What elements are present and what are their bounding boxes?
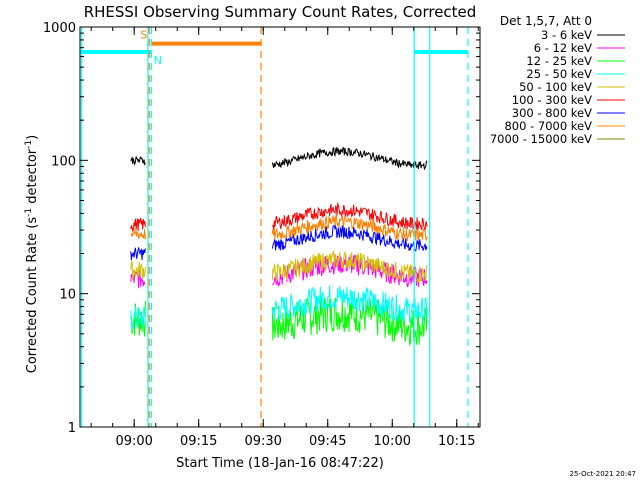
series-line-4-seg0 — [130, 259, 146, 280]
flag-layer: SN — [80, 29, 468, 67]
legend-label-5: 100 - 300 keV — [512, 93, 592, 107]
series-line-0-seg1 — [271, 146, 428, 171]
legend-header: Det 1,5,7, Att 0 — [500, 14, 592, 28]
series-line-3-seg0 — [130, 306, 146, 330]
legend-label-7: 800 - 7000 keV — [504, 119, 592, 133]
legend-label-1: 6 - 12 keV — [534, 41, 592, 55]
flag-label: N — [154, 54, 162, 67]
legend-label-6: 300 - 800 keV — [512, 106, 592, 120]
y-axis-label: Corrected Count Rate (s-1 detector-1) — [24, 135, 40, 373]
series-line-7-seg1 — [271, 214, 428, 242]
y-label-sup1: -1 — [24, 208, 34, 217]
series-line-6-seg1 — [271, 224, 428, 252]
y-tick-label: 1 — [68, 421, 76, 436]
y-label-sup2: -1 — [24, 140, 34, 149]
series-line-6-seg0 — [130, 247, 146, 261]
y-tick-label: 1000 — [43, 21, 76, 36]
x-tick-label: 09:00 — [115, 434, 152, 449]
x-tick-label: 09:15 — [180, 434, 217, 449]
y-label-part1: Corrected Count Rate (s — [25, 217, 40, 374]
x-tick-label: 09:45 — [309, 434, 346, 449]
legend-label-4: 50 - 100 keV — [519, 80, 592, 94]
x-tick-label: 10:00 — [374, 434, 411, 449]
x-tick-label: 09:30 — [244, 434, 281, 449]
series-line-3-seg1 — [271, 285, 428, 324]
y-tick-label: 100 — [51, 154, 76, 169]
legend-label-0: 3 - 6 keV — [541, 28, 592, 42]
chart-title: RHESSI Observing Summary Count Rates, Co… — [84, 3, 477, 21]
series-line-5-seg0 — [130, 218, 146, 233]
y-tick-label: 10 — [59, 288, 76, 303]
flag-label: S — [140, 29, 147, 42]
y-label-part3: ) — [25, 135, 40, 140]
series-line-0-seg0 — [130, 155, 146, 166]
y-label-part2: detector — [25, 148, 40, 208]
series-line-5-seg1 — [272, 201, 428, 231]
legend-label-3: 25 - 50 keV — [526, 67, 592, 81]
series-line-4-seg1 — [271, 250, 428, 283]
vline-layer — [81, 27, 469, 427]
data-layer — [130, 146, 428, 347]
axis-layer: 1 10 100 1000 09:00 09:15 09:30 09:45 10:00 10:15 — [43, 21, 480, 449]
legend-label-2: 12 - 25 keV — [526, 54, 592, 68]
legend-label-8: 7000 - 15000 keV — [490, 132, 592, 146]
x-tick-label: 10:15 — [438, 434, 475, 449]
x-axis-label: Start Time (18-Jan-16 08:47:22) — [176, 456, 384, 471]
y-axis-label-text: Corrected Count Rate (s-1 detector-1) — [24, 135, 40, 373]
plot-frame — [79, 26, 481, 428]
date-stamp: 25-Oct-2021 20:47 — [570, 470, 636, 478]
